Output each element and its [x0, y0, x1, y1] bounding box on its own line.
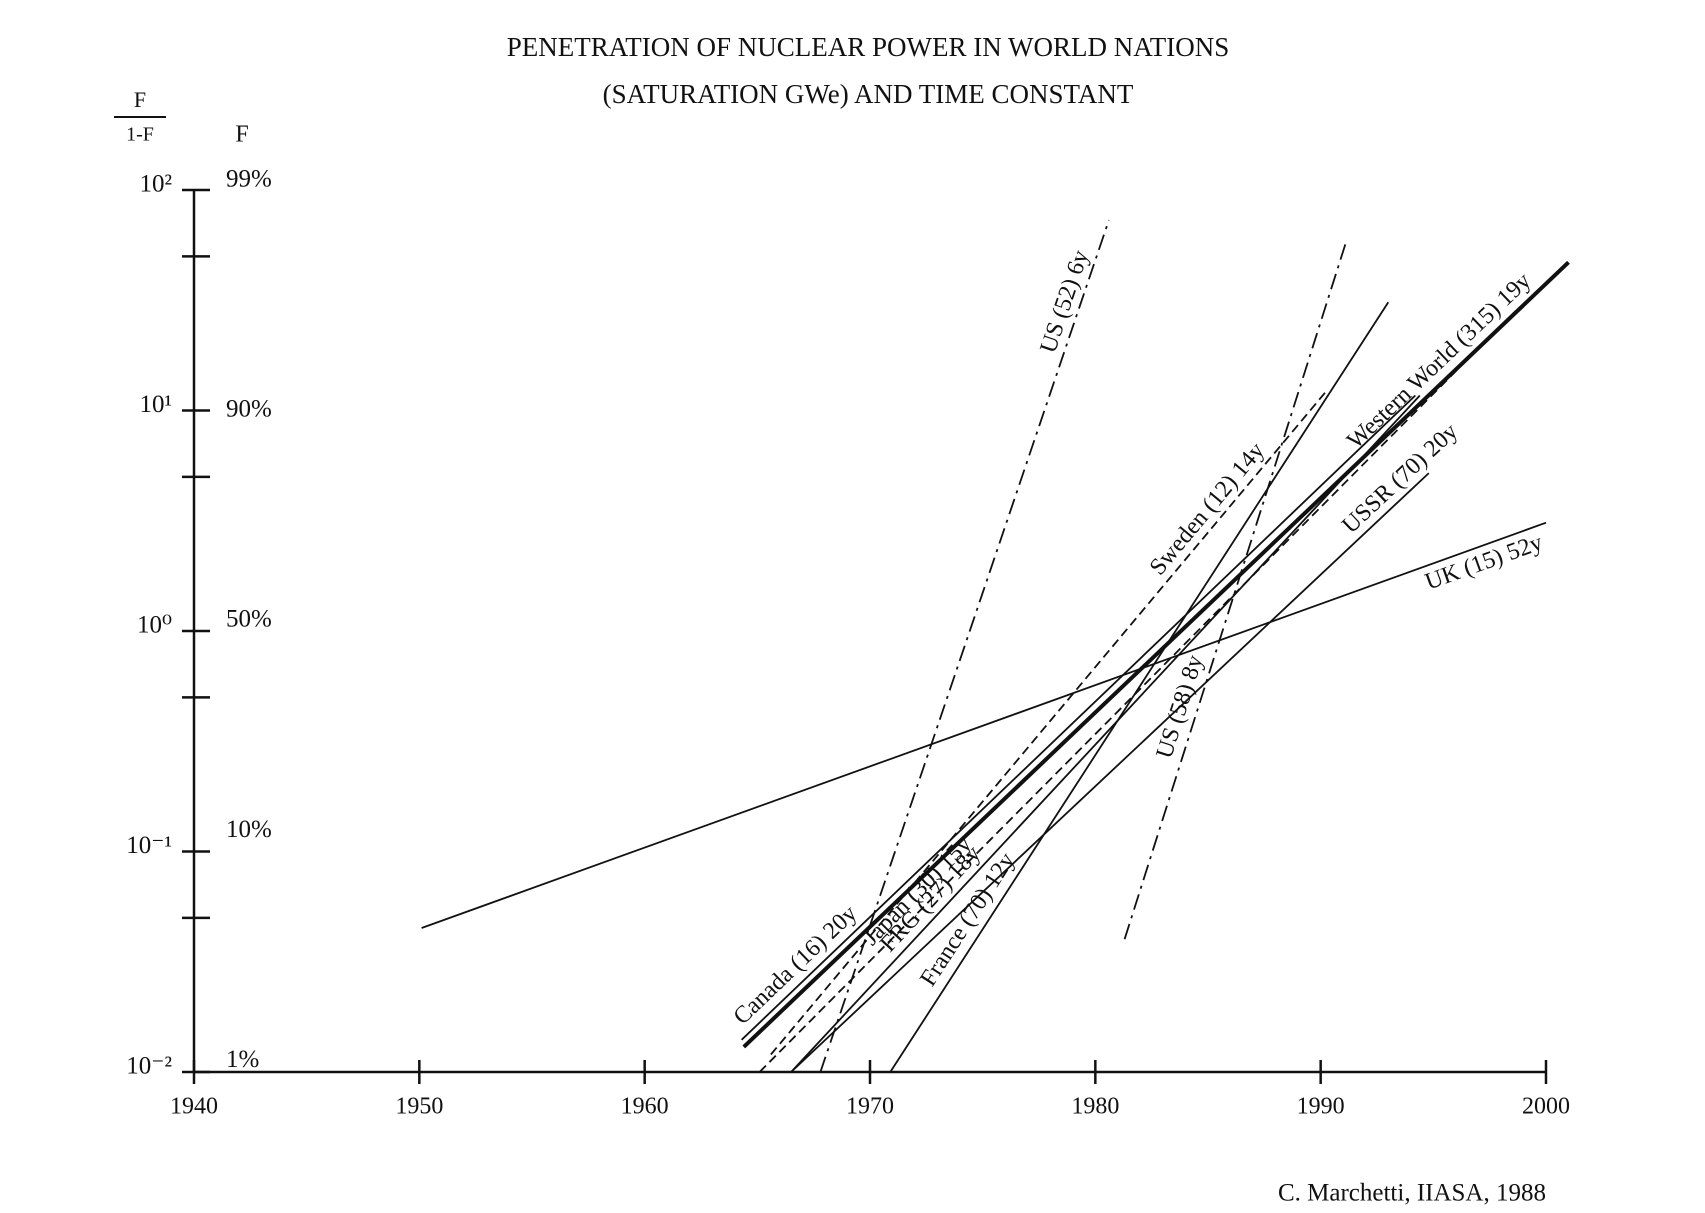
x-tick-label: 1990 [1297, 1094, 1345, 1120]
series-line [1123, 243, 1347, 940]
series-line [790, 472, 1430, 1073]
chart-title: PENETRATION OF NUCLEAR POWER IN WORLD NA… [507, 32, 1230, 62]
y-label-numerator: F [134, 87, 146, 112]
y2-tick-label: 1% [226, 1046, 259, 1073]
y-tick-label: 10¹ [140, 391, 173, 418]
series-line [421, 521, 1547, 929]
series-line [742, 260, 1570, 1049]
y2-tick-label: 90% [226, 395, 272, 422]
x-tick-label: 2000 [1522, 1094, 1570, 1120]
y2-tick-label: 50% [226, 606, 272, 633]
y2-label: F [235, 122, 248, 148]
x-tick-label: 1980 [1071, 1094, 1119, 1120]
chart-subtitle: (SATURATION GWe) AND TIME CONSTANT [603, 79, 1134, 109]
series-label: Canada (16) 20y [729, 901, 863, 1030]
x-tick-label: 1950 [395, 1094, 443, 1120]
series-line [819, 219, 1110, 1073]
series-label: Sweden (12) 14y [1145, 438, 1270, 580]
series-line [790, 394, 1421, 1073]
y-tick-label: 10² [140, 171, 173, 198]
y-label-denominator: 1-F [126, 124, 154, 146]
y-tick-label: 10⁻¹ [126, 832, 172, 859]
x-tick-label: 1970 [846, 1094, 894, 1120]
series-line [889, 301, 1390, 1073]
x-tick-label: 1940 [170, 1094, 218, 1120]
series-label: US (52) 6y [1035, 247, 1094, 356]
y2-tick-label: 99% [226, 166, 272, 193]
y-tick-label: 10⁰ [137, 612, 172, 639]
series-label: UK (15) 52y [1422, 530, 1546, 596]
series-line [770, 389, 1329, 1056]
x-tick-label: 1960 [621, 1094, 669, 1120]
y-tick-label: 10⁻² [126, 1053, 172, 1080]
y2-tick-label: 10% [226, 816, 272, 843]
credit: C. Marchetti, IIASA, 1988 [1278, 1180, 1546, 1207]
series-line [740, 394, 1416, 1041]
series-line [758, 306, 1520, 1073]
